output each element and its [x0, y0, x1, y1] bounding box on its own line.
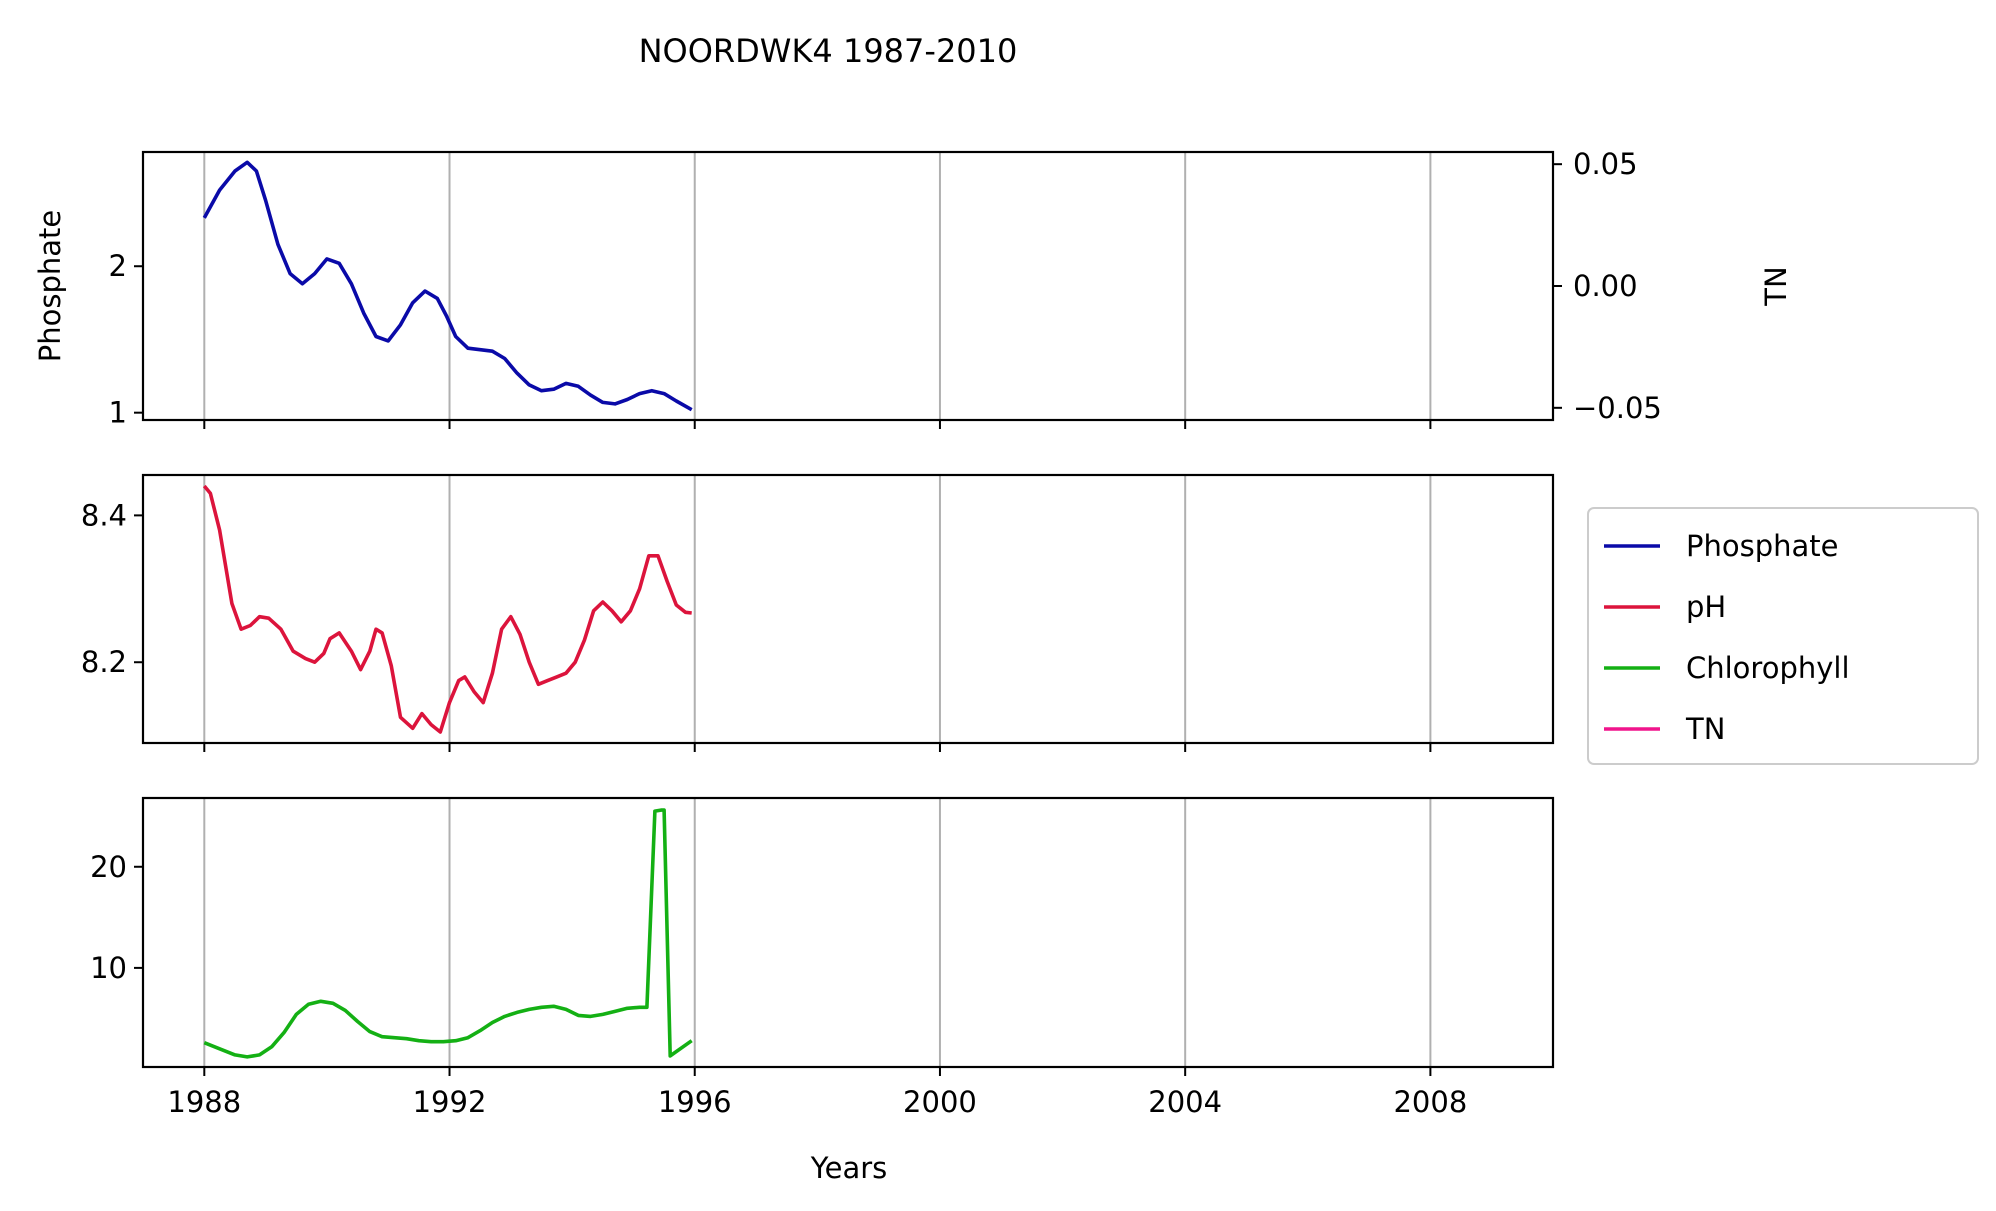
legend-item-phosphate: Phosphate: [1604, 529, 1839, 563]
x-tick-label: 1992: [413, 1085, 487, 1119]
x-tick-label: 2008: [1393, 1085, 1467, 1119]
panels: 1 2 Phosphate 0.05 0.00 −0.05 TN 8.2 8.4 10 20 1988…: [33, 147, 1793, 1119]
x-tick-label: 2004: [1148, 1085, 1222, 1119]
panel-frame: [141, 150, 1555, 422]
panel-2: 8.2 8.4: [81, 473, 1555, 752]
legend-item-ph: pH: [1604, 590, 1726, 624]
panel-3: 10 20 1988 1992 1996 2000 2004 2008: [90, 796, 1555, 1119]
y2-tick-label: 0.05: [1573, 147, 1638, 181]
y-tick-label: 1: [109, 396, 127, 430]
y-axis-label-right: TN: [1759, 266, 1793, 306]
legend-item-tn: TN: [1604, 712, 1725, 746]
series-line-phosphate: [202, 160, 693, 412]
legend-label: pH: [1686, 590, 1726, 624]
y-tick-label: 8.4: [81, 498, 127, 532]
x-tick-label: 1988: [167, 1085, 241, 1119]
y-tick-label: 2: [109, 249, 127, 283]
y2-tick-label: 0.00: [1573, 269, 1638, 303]
series-line-ph: [202, 484, 692, 734]
legend: Phosphate pH Chlorophyll TN: [1587, 507, 1979, 765]
legend-label: Chlorophyll: [1686, 651, 1850, 685]
panel-1: 1 2 Phosphate 0.05 0.00 −0.05 TN: [33, 147, 1793, 429]
y-tick-label: 8.2: [81, 645, 127, 679]
panel-frame: [141, 473, 1555, 745]
chart-title: NOORDWK4 1987-2010: [639, 32, 1018, 70]
panel-frame: [141, 796, 1555, 1069]
x-tick-label: 1996: [658, 1085, 732, 1119]
y-axis-label-left: Phosphate: [33, 210, 67, 363]
x-axis-label: Years: [810, 1151, 888, 1185]
y-tick-label: 20: [90, 850, 127, 884]
y-tick-label: 10: [90, 951, 127, 985]
legend-label: Phosphate: [1686, 529, 1839, 563]
legend-label: TN: [1685, 712, 1725, 746]
series-line-chlorophyll: [203, 808, 693, 1059]
legend-item-chlorophyll: Chlorophyll: [1604, 651, 1850, 685]
legend-frame: [1587, 507, 1979, 765]
y2-tick-label: −0.05: [1573, 391, 1662, 425]
x-tick-label: 2000: [903, 1085, 977, 1119]
